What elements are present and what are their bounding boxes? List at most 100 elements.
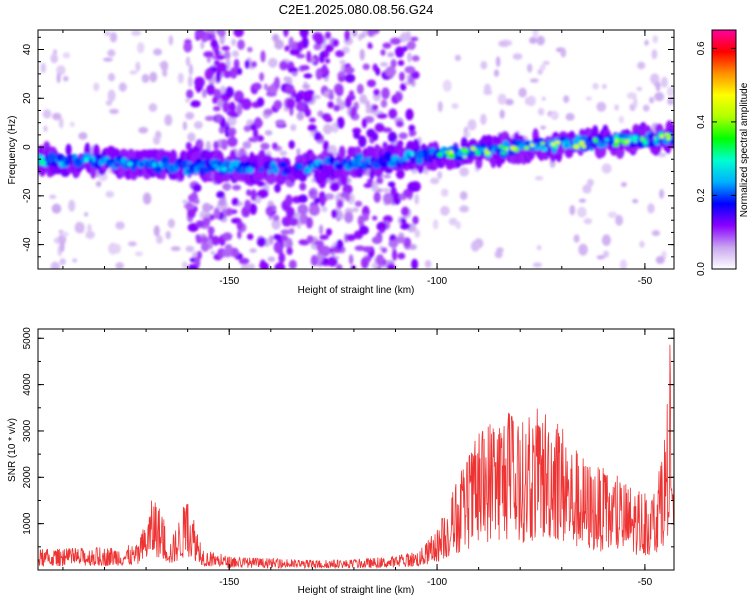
heatmap-cell (387, 131, 398, 143)
heatmap-cell (58, 161, 63, 167)
heatmap-cell (612, 142, 620, 147)
heatmap-cell (666, 135, 672, 141)
heatmap-cell (618, 115, 625, 124)
heatmap-cell (532, 262, 543, 268)
heatmap-cell (454, 54, 461, 62)
heatmap-cell (42, 109, 52, 119)
heatmap-cell (107, 49, 116, 57)
heatmap-cell (202, 217, 211, 226)
colorbar-tick-label: 0.2 (696, 188, 707, 202)
heatmap-cell (344, 97, 352, 108)
heatmap-cell (289, 48, 301, 56)
heatmap-cell (103, 31, 111, 36)
heatmap-cell (313, 43, 322, 51)
heatmap-cell (344, 73, 356, 83)
y-tick-label: 2000 (22, 466, 33, 489)
heatmap-cell (385, 66, 397, 77)
heatmap-cell (288, 67, 299, 73)
heatmap-cell (440, 188, 449, 197)
heatmap-cell (286, 238, 293, 249)
heatmap-cell (107, 89, 116, 102)
heatmap-cell (236, 67, 243, 75)
heatmap-cell (250, 61, 257, 68)
heatmap-cell (361, 118, 367, 129)
heatmap-cell (243, 125, 251, 132)
heatmap-cell (274, 183, 281, 193)
heatmap-cell (615, 214, 624, 226)
x-tick-label: -50 (638, 577, 653, 588)
heatmap-cell (223, 50, 231, 60)
heatmap-cell (157, 161, 163, 167)
heatmap-cell (358, 162, 363, 166)
heatmap-cell (399, 71, 405, 82)
heatmap-cell (649, 96, 655, 104)
heatmap-cell (260, 142, 270, 150)
heatmap-cell (357, 33, 363, 41)
heatmap-cell (187, 264, 199, 269)
heatmap-cell (380, 62, 388, 67)
heatmap-cell (323, 123, 333, 135)
heatmap-cell (510, 145, 517, 151)
heatmap-cell (272, 33, 280, 42)
heatmap-cell (394, 46, 405, 58)
heatmap-cell (330, 181, 340, 192)
heatmap-cell (126, 148, 136, 161)
heatmap-cell (537, 69, 543, 75)
heatmap-cell (591, 125, 599, 139)
heatmap-cell (286, 97, 296, 110)
heatmap-cell (227, 136, 238, 147)
heatmap-cell (298, 194, 308, 203)
heatmap-cell (197, 141, 204, 149)
heatmap-cell (577, 206, 587, 218)
heatmap-cell (659, 189, 665, 199)
colorbar-tick-label: 0.6 (696, 41, 707, 55)
heatmap-cell (440, 205, 450, 216)
y-tick-label: 20 (22, 92, 33, 104)
heatmap-cell (91, 155, 95, 160)
heatmap-cell (350, 265, 356, 269)
heatmap-cell (554, 140, 561, 145)
heatmap-cell (456, 150, 464, 156)
heatmap-cell (216, 191, 225, 199)
heatmap-cell (207, 226, 215, 236)
heatmap-cell (302, 84, 311, 89)
heatmap-cell (84, 212, 89, 217)
heatmap-cell (313, 131, 322, 141)
heatmap-cell (203, 51, 214, 58)
heatmap-cell (50, 53, 58, 64)
heatmap-cell (578, 243, 588, 256)
heatmap-cell (654, 135, 661, 141)
heatmap-cell (305, 217, 313, 229)
heatmap-cell (231, 38, 237, 47)
heatmap-cell (335, 50, 345, 58)
heatmap-cell (507, 40, 512, 46)
heatmap-cell (579, 140, 585, 146)
heatmap-cell (437, 171, 443, 179)
heatmap-cell (62, 52, 71, 59)
heatmap-cell (498, 144, 504, 149)
heatmap-cell (233, 58, 240, 70)
heatmap-cell (304, 89, 315, 97)
heatmap-cell (404, 66, 416, 74)
heatmap-cell (58, 117, 64, 129)
heatmap-cell (347, 146, 355, 158)
heatmap-cell (596, 255, 605, 260)
heatmap-cell (416, 156, 424, 165)
heatmap-cell (382, 188, 391, 193)
heatmap-cell (250, 161, 257, 169)
heatmap-cell (569, 205, 576, 216)
heatmap-cell (273, 100, 282, 110)
heatmap-cell (115, 221, 125, 230)
heatmap-cell (411, 156, 417, 164)
heatmap-cell (314, 34, 325, 46)
heatmap-cell (335, 85, 344, 97)
heatmap-cell (219, 85, 227, 95)
heatmap-cell (359, 94, 368, 105)
heatmap-cell (283, 76, 290, 82)
heatmap-cell (523, 145, 530, 150)
heatmap-cell (351, 106, 357, 117)
heatmap-cell (236, 104, 243, 116)
heatmap-cell (353, 131, 361, 140)
heatmap-cell (278, 161, 288, 169)
heatmap-cell (265, 206, 273, 216)
